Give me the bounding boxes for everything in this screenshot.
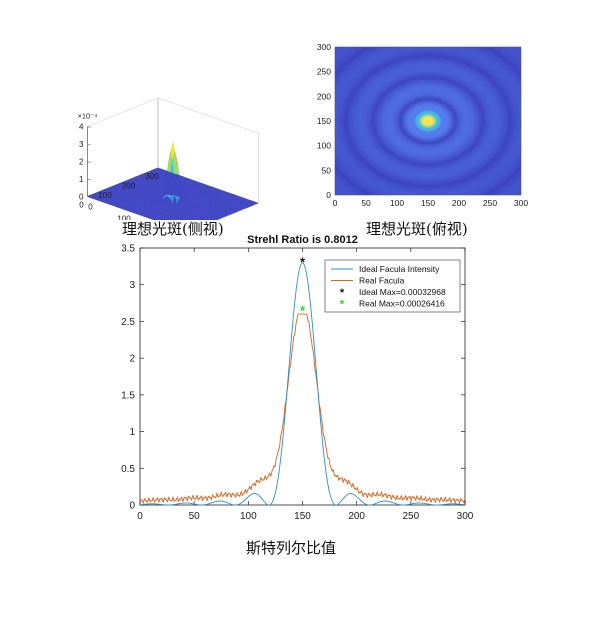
heatmap-frame bbox=[334, 46, 522, 196]
z-tick-mark bbox=[87, 126, 91, 128]
heatmap-x-tick-label: 200 bbox=[452, 198, 466, 208]
heatmap-y-tick-label: 50 bbox=[322, 165, 332, 175]
legend-label: Ideal Facula Intensity bbox=[359, 264, 440, 274]
heatmap-y-tick-label: 250 bbox=[317, 67, 331, 77]
series-line-real-facula bbox=[139, 313, 466, 505]
real-max-marker: * bbox=[300, 303, 306, 318]
top-view-caption: 理想光斑(俯视) bbox=[366, 220, 468, 238]
z-tick-label: 0 bbox=[79, 193, 84, 202]
legend-marker: * bbox=[340, 287, 345, 299]
z-tick-label: 2 bbox=[79, 158, 84, 167]
z-exponent-label: ×10⁻⁴ bbox=[78, 112, 98, 121]
heatmap-x-tick-label: 100 bbox=[390, 198, 404, 208]
x-tick-label: 200 bbox=[348, 511, 365, 522]
legend-label: Ideal Max=0.00032968 bbox=[359, 287, 446, 297]
z-tick-mark bbox=[87, 161, 91, 163]
heatmap-x-tick-label: 0 bbox=[333, 198, 338, 208]
legend-marker: * bbox=[340, 299, 345, 311]
legend: Ideal Facula Intensity Real Facula * Ideal … bbox=[324, 259, 461, 313]
heatmap-y-tick-label: 150 bbox=[317, 116, 331, 126]
surface-top-frame bbox=[87, 97, 259, 134]
heatmap-x-tick-label: 150 bbox=[421, 198, 435, 208]
z-tick-label: 1 bbox=[79, 175, 84, 184]
chart-title: Strehl Ratio is 0.8012 bbox=[247, 234, 358, 246]
x-tick-label: 250 bbox=[402, 511, 419, 522]
heatmap-y-tick-label: 300 bbox=[317, 42, 331, 52]
surface-x-tick-label: 0 bbox=[88, 203, 93, 212]
surface-y-tick-label: 200 bbox=[122, 182, 136, 191]
y-tick-label: 2.5 bbox=[121, 317, 135, 328]
y-tick-label: 1 bbox=[129, 427, 135, 438]
legend-label: Real Facula bbox=[359, 276, 405, 286]
x-tick-label: 50 bbox=[189, 511, 201, 522]
heatmap-y-tick-label: 100 bbox=[317, 141, 331, 151]
heatmap-y-tick-label: 200 bbox=[317, 91, 331, 101]
x-tick-label: 0 bbox=[137, 511, 143, 522]
side-view-caption: 理想光斑(侧视) bbox=[122, 220, 224, 238]
surface-y-tick-label: 300 bbox=[145, 172, 159, 181]
surface-x-tick-label: 100 bbox=[117, 214, 131, 220]
heatmap-psf-pattern bbox=[335, 47, 521, 195]
surface-patch bbox=[155, 167, 161, 170]
top-view-heatmap: 0 50 100 150 200 250 300 0 50 100 150 200 250 300 bbox=[317, 42, 529, 208]
y-tick-label: 0.5 bbox=[121, 464, 135, 475]
x-tick-label: 300 bbox=[457, 511, 474, 522]
z-tick-mark bbox=[87, 143, 91, 146]
x-tick-label: 100 bbox=[240, 511, 257, 522]
legend-label: Real Max=0.00026416 bbox=[359, 299, 445, 309]
y-tick-label: 2 bbox=[129, 354, 135, 365]
series-line-ideal-facula bbox=[139, 262, 466, 506]
surface-y-tick-label: 100 bbox=[98, 191, 112, 200]
strehl-line-chart: Strehl Ratio is 0.8012**0 50 100 150 200 250 3… bbox=[121, 234, 474, 522]
surface-mesh bbox=[87, 142, 259, 220]
surface-y-tick-label: 0 bbox=[79, 201, 84, 210]
z-tick-label: 4 bbox=[79, 123, 84, 132]
x-tick-label: 150 bbox=[294, 511, 311, 522]
y-tick-label: 1.5 bbox=[121, 390, 135, 401]
z-tick-label: 3 bbox=[79, 140, 84, 149]
heatmap-y-tick-label: 0 bbox=[326, 190, 331, 200]
y-tick-label: 0 bbox=[129, 501, 135, 512]
ideal-max-marker: * bbox=[300, 255, 306, 270]
strehl-caption: 斯特列尔比值 bbox=[246, 539, 337, 557]
heatmap-x-tick-label: 300 bbox=[514, 198, 528, 208]
y-tick-label: 3 bbox=[129, 280, 135, 291]
heatmap-x-tick-label: 250 bbox=[483, 198, 497, 208]
z-tick-mark bbox=[87, 178, 91, 181]
heatmap-x-tick-label: 50 bbox=[361, 198, 371, 208]
y-tick-label: 3.5 bbox=[121, 244, 135, 255]
